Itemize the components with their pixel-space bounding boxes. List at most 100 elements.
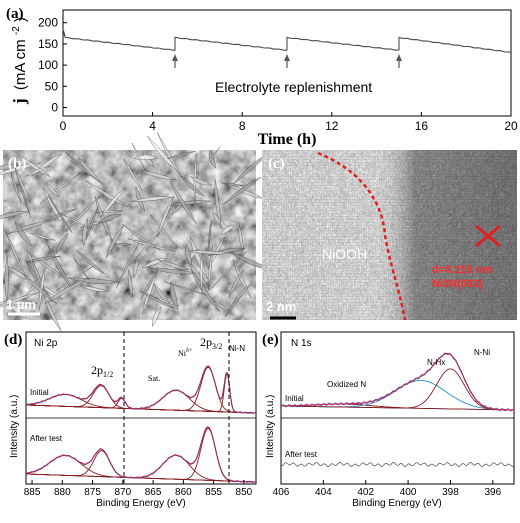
ni-ion-sup: δ+	[186, 348, 193, 354]
nanosheet	[211, 251, 248, 289]
nanosheet	[44, 277, 90, 305]
nanosheet	[139, 290, 175, 309]
arrow-head	[172, 54, 178, 61]
panel-d-initial-label: Initial	[30, 388, 49, 397]
x-tick-label: 402	[357, 487, 374, 498]
nanosheet	[132, 258, 139, 279]
nanosheet	[78, 157, 101, 183]
x-tick-label: 865	[145, 487, 162, 498]
nanosheet	[185, 243, 193, 268]
lattice-marker	[475, 224, 501, 248]
fit-peak	[281, 368, 514, 411]
panel-a-label: (a)	[6, 6, 24, 22]
panel-d-x-axis: 885 880 875 870 865 860 855 850	[24, 480, 253, 498]
x-tick-label: 398	[442, 487, 459, 498]
nanosheet	[238, 224, 244, 252]
panel-a-y-axis: 0 50 100 150 200	[38, 16, 67, 115]
nanosheet	[26, 255, 61, 263]
panel-a-current-trace	[62, 27, 512, 53]
panel-e-title: N 1s	[291, 338, 312, 349]
nanosheet	[167, 151, 196, 159]
panel-e: (e) N 1s Oxidized N N-Hx N-Ni Initial Af…	[262, 331, 515, 509]
x-tick-label: 0	[60, 119, 67, 133]
nanosheet	[122, 224, 161, 251]
nanosheet	[105, 225, 124, 259]
nanosheet	[220, 225, 236, 236]
current-segment	[398, 36, 512, 53]
panel-b-label: (b)	[8, 156, 26, 172]
x-tick-label: 870	[114, 487, 131, 498]
ni-ion-main: Ni	[178, 349, 187, 358]
nanosheet	[14, 220, 34, 248]
panel-d: (d) Ni 2p 2p1/2 2p3/2 Sat. Niδ+ Ni-N Ini…	[4, 331, 257, 509]
arrow-head	[284, 54, 290, 61]
nanosheet	[10, 171, 22, 203]
fit-peak	[26, 389, 256, 414]
panel-d-spectra	[25, 365, 257, 484]
nanosheet	[190, 268, 220, 312]
x-tick-label: 12	[325, 119, 339, 133]
panel-e-ylabel: Intensity (a.u.)	[265, 395, 276, 458]
ni-n-label: Ni-N	[229, 344, 245, 353]
x-tick-label: 16	[415, 119, 429, 133]
panel-a: (a) 0 50 100 150 200 0 4 8 12 16 20 j (mA cm -2 )…	[6, 6, 518, 148]
nanosheet	[30, 232, 56, 241]
ylabel-sup: -2	[11, 26, 22, 35]
peak-2p32-sub: 3/2	[212, 342, 222, 351]
y-tick-label: 50	[45, 79, 59, 93]
nanosheet	[127, 269, 133, 298]
x-tick-label: 855	[205, 487, 222, 498]
nanosheet	[131, 196, 173, 202]
panel-a-xlabel: Time (h)	[258, 131, 317, 148]
interface-boundary	[317, 151, 407, 321]
nanosheet	[208, 221, 212, 249]
nanosheet	[140, 169, 177, 180]
nanosheet	[75, 249, 106, 275]
x-tick-label: 400	[400, 487, 417, 498]
nanosheet	[0, 164, 21, 171]
panel-e-after-label: After test	[285, 450, 318, 459]
nanosheet	[0, 211, 28, 220]
peak-2p32-label: 2p3/2	[200, 335, 222, 351]
peak-2p12-sub: 1/2	[103, 370, 113, 379]
nanosheet	[100, 187, 126, 218]
panel-a-annotation: Electrolyte replenishment	[215, 79, 372, 95]
x-tick-label: 20	[504, 119, 518, 133]
nanosheet	[47, 195, 73, 234]
nni-label: N-Ni	[474, 348, 490, 357]
nanosheet	[46, 182, 61, 198]
nanosheet	[169, 180, 197, 225]
nanosheet	[140, 270, 159, 300]
nanosheet	[43, 295, 62, 331]
nanosheet	[14, 167, 31, 203]
peak-2p32-main: 2p	[200, 335, 212, 349]
x-tick-label: 406	[273, 487, 290, 498]
raw-spectrum-after	[25, 426, 257, 484]
x-tick-label: 4	[149, 119, 156, 133]
raw-spectrum	[280, 352, 515, 412]
nanosheet	[114, 243, 132, 246]
nanosheet	[153, 283, 171, 305]
oxidized-n-label: Oxidized N	[327, 380, 366, 389]
panel-c-scale-label: 2 nm	[266, 299, 296, 314]
nanosheet	[135, 232, 160, 259]
raw-spectrum	[25, 365, 257, 415]
panel-d-label: (d)	[4, 332, 22, 348]
nanosheet	[25, 166, 51, 177]
panel-b-scale-label: 1 µm	[6, 297, 36, 312]
nanosheet	[189, 176, 213, 186]
ni-ion-label: Niδ+	[178, 348, 193, 358]
x-tick-label: 850	[236, 487, 253, 498]
panel-e-frame	[280, 331, 515, 485]
y-tick-label: 0	[51, 101, 58, 115]
x-tick-label: 875	[84, 487, 101, 498]
nanosheet	[17, 153, 51, 178]
replenishment-arrows	[172, 54, 402, 68]
nhx-label: N-Hx	[427, 358, 445, 367]
panel-d-ylabel: Intensity (a.u.)	[9, 395, 20, 458]
nanosheet	[214, 179, 222, 229]
panel-d-title: Ni 2p	[34, 338, 58, 349]
x-tick-label: 860	[175, 487, 192, 498]
nanosheet	[97, 214, 123, 224]
